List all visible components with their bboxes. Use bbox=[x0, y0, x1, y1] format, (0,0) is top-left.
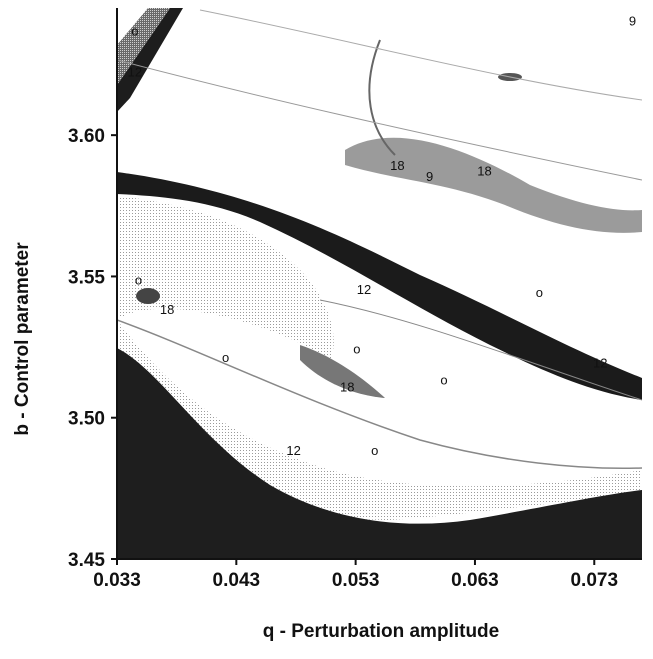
y-tick-label: 3.45 bbox=[68, 550, 105, 571]
region-marker-o: o bbox=[353, 341, 360, 356]
y-tick-label: 3.50 bbox=[68, 409, 105, 430]
thin-curve-4 bbox=[319, 299, 642, 401]
region-labels: 9 12 18 9 18 o o 18 12 o 12 o o 18 o 12 o bbox=[128, 14, 636, 458]
region-label-period: 9 bbox=[426, 169, 433, 184]
dark-band-upper-left bbox=[117, 8, 183, 112]
heatmap-plot-area bbox=[117, 8, 642, 559]
thin-curve-1 bbox=[117, 59, 642, 181]
region-label-period: 18 bbox=[160, 302, 174, 317]
region-label-period: 18 bbox=[477, 163, 491, 178]
x-tick-label: 0.053 bbox=[332, 570, 380, 591]
x-tick-label: 0.063 bbox=[451, 570, 499, 591]
region-label-period: 12 bbox=[593, 356, 607, 371]
x-tick-label: 0.073 bbox=[570, 570, 618, 591]
x-axis-ticks: 0.033 0.043 0.053 0.063 0.073 bbox=[93, 559, 618, 591]
dark-region-lower bbox=[117, 348, 642, 559]
thin-curve-2 bbox=[199, 9, 642, 101]
region-label-period: 18 bbox=[340, 380, 354, 395]
region-label-period: 12 bbox=[128, 65, 142, 80]
gray-region-upper bbox=[345, 137, 642, 233]
gray-band-upper-left bbox=[117, 8, 170, 85]
region-label-period: 9 bbox=[629, 14, 636, 29]
region-marker-o: o bbox=[222, 350, 229, 365]
y-tick-label: 3.60 bbox=[68, 126, 105, 147]
x-tick-label: 0.043 bbox=[213, 570, 261, 591]
y-tick-label: 3.55 bbox=[68, 267, 105, 288]
region-marker-o: o bbox=[135, 272, 142, 287]
region-marker-o: o bbox=[536, 285, 543, 300]
y-axis-title: b - Control parameter bbox=[12, 242, 33, 436]
dark-band-main bbox=[117, 172, 642, 400]
boundary-curve-upper bbox=[368, 39, 396, 156]
dither-region-mid bbox=[117, 196, 334, 360]
cusp-region bbox=[300, 345, 385, 398]
y-axis-ticks: 3.45 3.50 3.55 3.60 bbox=[68, 126, 117, 571]
thin-curve-3 bbox=[117, 319, 642, 470]
x-axis-title: q - Perturbation amplitude bbox=[263, 621, 499, 642]
region-label-period: 12 bbox=[357, 282, 371, 297]
region-marker-o: o bbox=[371, 443, 378, 458]
region-marker-o: o bbox=[131, 24, 138, 39]
x-tick-label: 0.033 bbox=[93, 570, 141, 591]
region-label-period: 18 bbox=[390, 158, 404, 173]
region-label-period: 12 bbox=[286, 443, 300, 458]
dark-lobe-left bbox=[136, 288, 160, 304]
region-marker-o: o bbox=[440, 373, 447, 388]
